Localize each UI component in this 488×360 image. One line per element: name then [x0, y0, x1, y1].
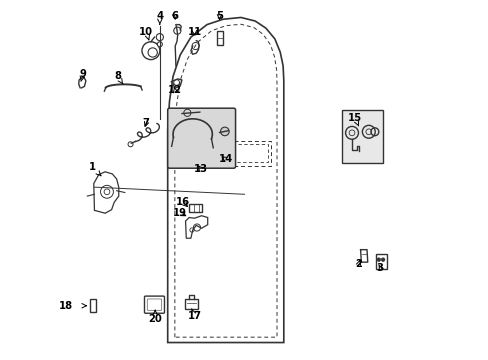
- Text: 15: 15: [347, 113, 362, 126]
- Bar: [341, 110, 382, 163]
- Text: 4: 4: [156, 12, 163, 24]
- Circle shape: [376, 258, 380, 261]
- Text: 5: 5: [216, 11, 223, 21]
- Text: 9: 9: [80, 68, 86, 81]
- Text: 11: 11: [187, 27, 201, 37]
- Bar: [185, 298, 198, 309]
- Text: 1: 1: [89, 162, 101, 176]
- Text: 19: 19: [173, 208, 187, 218]
- Text: 16: 16: [176, 197, 190, 207]
- Circle shape: [381, 258, 384, 261]
- Bar: [217, 31, 223, 45]
- Text: 13: 13: [194, 164, 207, 174]
- Text: 3: 3: [376, 262, 383, 273]
- Bar: [189, 204, 201, 212]
- Bar: [375, 253, 386, 269]
- Circle shape: [156, 33, 163, 41]
- Text: 6: 6: [171, 11, 178, 21]
- Circle shape: [157, 42, 162, 47]
- Text: 12: 12: [167, 85, 182, 95]
- Text: 14: 14: [218, 154, 233, 164]
- Bar: [90, 299, 96, 312]
- FancyBboxPatch shape: [167, 108, 235, 168]
- Circle shape: [220, 127, 229, 136]
- Text: 10: 10: [139, 27, 153, 40]
- Text: 8: 8: [114, 71, 123, 84]
- Text: 17: 17: [187, 309, 201, 321]
- Text: 2: 2: [355, 259, 362, 269]
- FancyBboxPatch shape: [144, 296, 164, 313]
- Text: 18: 18: [59, 301, 73, 311]
- Text: 7: 7: [142, 118, 149, 128]
- Text: 20: 20: [148, 310, 162, 324]
